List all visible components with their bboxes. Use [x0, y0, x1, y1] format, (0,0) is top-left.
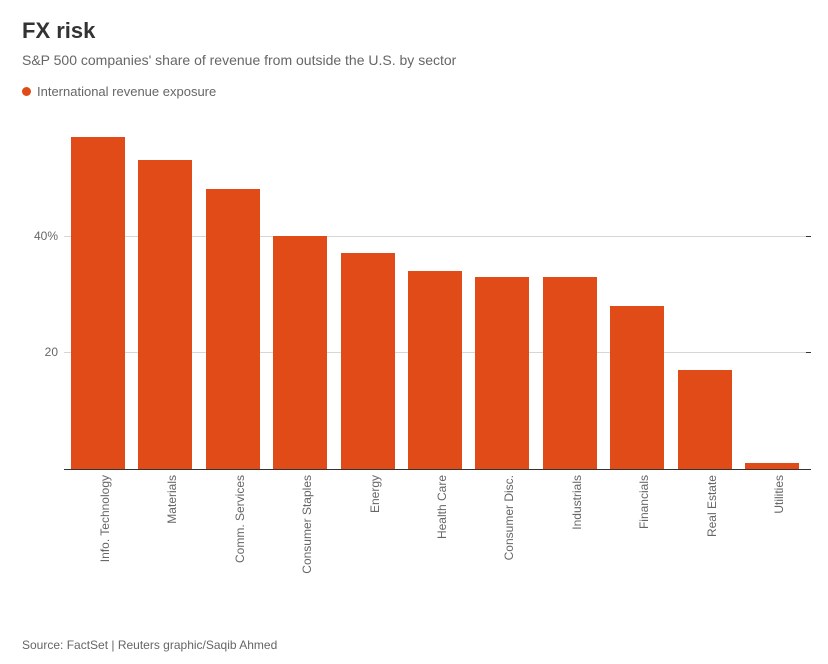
legend: International revenue exposure [22, 84, 806, 99]
bar-slot [604, 119, 671, 469]
bar [71, 137, 125, 470]
chart-area: 20 40% Info. Technology Materials Comm. Ser… [22, 109, 806, 569]
x-axis-labels: Info. Technology Materials Comm. Services C… [64, 475, 806, 575]
x-axis-label: Financials [637, 475, 651, 529]
y-axis-label: 20 [22, 345, 58, 359]
x-label-slot: Health Care [401, 475, 468, 575]
x-label-slot: Financials [604, 475, 671, 575]
x-axis-label: Industrials [570, 475, 584, 530]
bar-slot [266, 119, 333, 469]
x-axis-label: Health Care [435, 475, 449, 539]
bar-slot [739, 119, 806, 469]
x-axis-label: Consumer Staples [300, 475, 314, 574]
x-axis-label: Energy [368, 475, 382, 513]
x-axis-label: Consumer Disc. [502, 475, 516, 560]
bar [475, 277, 529, 470]
x-axis-label: Info. Technology [98, 475, 112, 562]
bar [273, 236, 327, 469]
x-label-slot: Industrials [536, 475, 603, 575]
y-tick [806, 352, 811, 353]
plot-area [64, 119, 806, 469]
bar-slot [334, 119, 401, 469]
y-tick [806, 469, 811, 470]
bar-slot [469, 119, 536, 469]
x-label-slot: Real Estate [671, 475, 738, 575]
x-axis-label: Utilities [772, 475, 786, 514]
bar-slot [131, 119, 198, 469]
bar [408, 271, 462, 469]
baseline [64, 469, 806, 470]
bar [206, 189, 260, 469]
bar-slot [671, 119, 738, 469]
y-axis-label: 40% [22, 229, 58, 243]
bar [610, 306, 664, 469]
bar [543, 277, 597, 470]
bar-slot [64, 119, 131, 469]
x-axis-label: Comm. Services [233, 475, 247, 563]
x-label-slot: Energy [334, 475, 401, 575]
x-axis-label: Real Estate [705, 475, 719, 537]
chart-subtitle: S&P 500 companies' share of revenue from… [22, 52, 806, 68]
x-label-slot: Consumer Disc. [469, 475, 536, 575]
x-label-slot: Comm. Services [199, 475, 266, 575]
bar [341, 253, 395, 469]
x-label-slot: Consumer Staples [266, 475, 333, 575]
y-tick [806, 236, 811, 237]
source-attribution: Source: FactSet | Reuters graphic/Saqib … [22, 638, 277, 652]
legend-marker [22, 87, 31, 96]
bar-slot [199, 119, 266, 469]
bar-slot [401, 119, 468, 469]
x-label-slot: Utilities [739, 475, 806, 575]
x-label-slot: Info. Technology [64, 475, 131, 575]
x-axis-label: Materials [165, 475, 179, 524]
bar [678, 370, 732, 469]
chart-title: FX risk [22, 18, 806, 44]
legend-label: International revenue exposure [37, 84, 216, 99]
bar-slot [536, 119, 603, 469]
bars-container [64, 119, 806, 469]
x-label-slot: Materials [131, 475, 198, 575]
bar [138, 160, 192, 469]
